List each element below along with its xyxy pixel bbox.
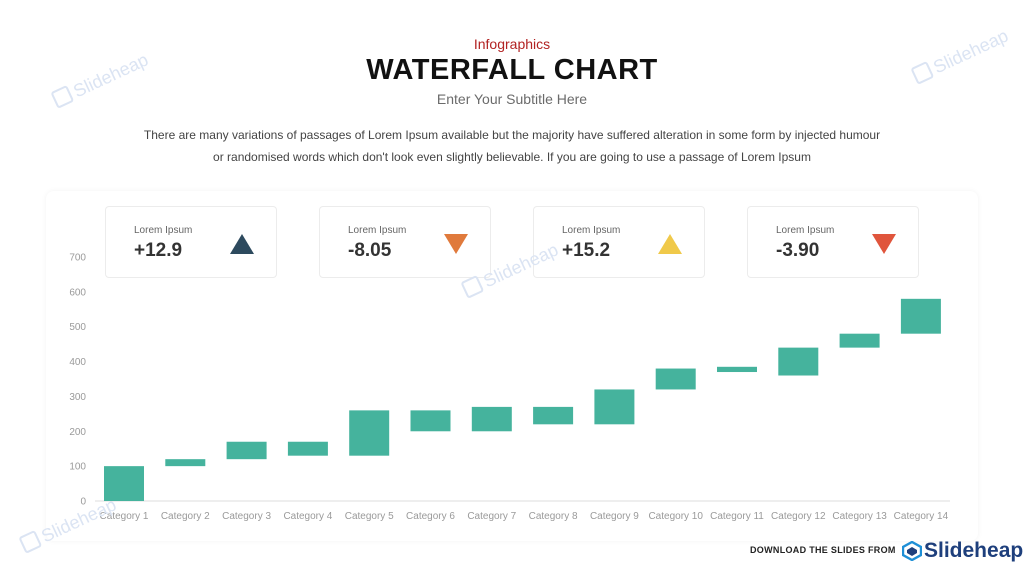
x-tick-label: Category 11 bbox=[710, 511, 764, 522]
x-tick-label: Category 7 bbox=[467, 511, 516, 522]
stat-card-1: Lorem Ipsum +12.9 bbox=[105, 206, 277, 278]
triangle-up-icon bbox=[658, 234, 682, 254]
y-tick-label: 200 bbox=[69, 427, 86, 438]
description-line-1: There are many variations of passages of… bbox=[143, 128, 881, 142]
stat-card-3: Lorem Ipsum +15.2 bbox=[533, 206, 705, 278]
stat-card-value: +15.2 bbox=[562, 240, 611, 261]
x-tick-label: Category 10 bbox=[648, 511, 703, 522]
y-tick-label: 600 bbox=[69, 287, 86, 298]
y-tick-label: 500 bbox=[69, 322, 86, 333]
x-tick-label: Category 2 bbox=[161, 511, 210, 522]
triangle-down-icon bbox=[444, 234, 468, 254]
y-tick-label: 100 bbox=[69, 462, 86, 473]
waterfall-bar bbox=[594, 389, 635, 425]
waterfall-bar bbox=[655, 368, 696, 390]
stat-card-label: Lorem Ipsum bbox=[134, 225, 193, 236]
stat-card-value: -8.05 bbox=[348, 240, 392, 261]
waterfall-bar bbox=[410, 410, 451, 432]
stat-card-label: Lorem Ipsum bbox=[562, 225, 621, 236]
x-tick-label: Category 6 bbox=[406, 511, 455, 522]
x-tick-label: Category 14 bbox=[894, 511, 949, 522]
page-subtitle: Enter Your Subtitle Here bbox=[436, 91, 588, 107]
stat-card-4: Lorem Ipsum -3.90 bbox=[747, 206, 919, 278]
y-axis: 0 100 200 300 400 500 600 700 bbox=[69, 253, 86, 508]
waterfall-bar bbox=[349, 410, 390, 456]
x-tick-label: Category 12 bbox=[771, 511, 826, 522]
stat-card-value: +12.9 bbox=[134, 240, 183, 261]
stat-card-value: -3.90 bbox=[776, 240, 820, 261]
waterfall-bar bbox=[226, 441, 267, 460]
y-tick-label: 300 bbox=[69, 392, 86, 403]
waterfall-bar bbox=[471, 406, 512, 432]
top-label: Infographics bbox=[473, 36, 551, 52]
waterfall-bar bbox=[165, 459, 206, 467]
waterfall-bar bbox=[717, 366, 757, 373]
slideheap-logo-icon bbox=[902, 541, 922, 561]
waterfall-bar bbox=[104, 466, 144, 501]
waterfall-bar bbox=[778, 347, 819, 376]
waterfall-bar bbox=[900, 298, 941, 334]
stat-card-label: Lorem Ipsum bbox=[776, 225, 835, 236]
triangle-down-icon bbox=[872, 234, 896, 254]
x-axis: Category 1 Category 2 Category 3 Category 4… bbox=[100, 511, 949, 522]
x-tick-label: Category 13 bbox=[832, 511, 887, 522]
waterfall-bar bbox=[839, 333, 880, 348]
x-tick-label: Category 8 bbox=[529, 511, 578, 522]
x-tick-label: Category 1 bbox=[100, 511, 149, 522]
download-text: DOWNLOAD THE SLIDES FROM bbox=[750, 545, 896, 555]
page-title: WATERFALL CHART bbox=[366, 54, 658, 86]
x-tick-label: Category 9 bbox=[590, 511, 639, 522]
waterfall-bar bbox=[533, 406, 574, 425]
x-tick-label: Category 3 bbox=[222, 511, 271, 522]
stat-card-label: Lorem Ipsum bbox=[348, 225, 407, 236]
brand-name: Slideheap bbox=[924, 539, 1024, 562]
stat-card-2: Lorem Ipsum -8.05 bbox=[319, 206, 491, 278]
waterfall-bar bbox=[287, 441, 328, 456]
description-line-2: or randomised words which don't look eve… bbox=[213, 150, 811, 164]
x-tick-label: Category 4 bbox=[283, 511, 332, 522]
y-tick-label: 700 bbox=[69, 253, 86, 264]
y-tick-label: 0 bbox=[80, 497, 86, 508]
triangle-up-icon bbox=[230, 234, 254, 254]
x-tick-label: Category 5 bbox=[345, 511, 394, 522]
y-tick-label: 400 bbox=[69, 357, 86, 368]
chart-bars bbox=[104, 298, 941, 501]
